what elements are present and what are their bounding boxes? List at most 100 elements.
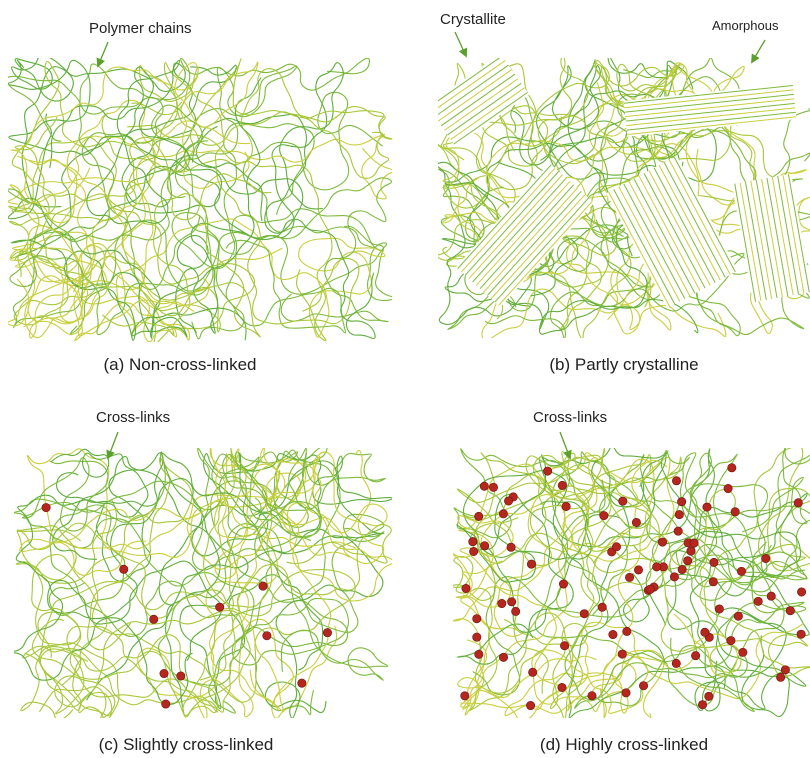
- crystallite: [732, 174, 810, 303]
- cross-link: [728, 464, 736, 472]
- cross-link: [652, 563, 660, 571]
- cross-link: [527, 560, 535, 568]
- polymer-chain: [453, 453, 595, 710]
- cross-link: [504, 497, 512, 505]
- cross-link: [727, 636, 735, 644]
- cross-link: [678, 565, 686, 573]
- cross-link: [639, 682, 647, 690]
- figure: Polymer chains (a) Non-cross-linked Crys…: [0, 0, 810, 758]
- cross-link: [150, 615, 158, 623]
- caption: (d) Highly cross-linked: [540, 735, 708, 754]
- cross-link: [674, 527, 682, 535]
- caption: (b) Partly crystalline: [549, 355, 698, 374]
- polymer-chain: [79, 58, 297, 289]
- cross-link: [120, 565, 128, 573]
- annotation: Polymer chains: [89, 20, 192, 37]
- annotation: Cross-links: [96, 409, 170, 426]
- cross-link: [528, 668, 536, 676]
- cross-link: [475, 650, 483, 658]
- cross-link: [473, 614, 481, 622]
- caption: (c) Slightly cross-linked: [99, 735, 274, 754]
- cross-link: [767, 592, 775, 600]
- cross-link: [675, 510, 683, 518]
- cross-link: [562, 502, 570, 510]
- cross-link: [724, 484, 732, 492]
- cross-link: [489, 483, 497, 491]
- cross-link: [776, 673, 784, 681]
- cross-link: [560, 642, 568, 650]
- cross-link: [672, 659, 680, 667]
- cross-link: [499, 510, 507, 518]
- polymer-chain: [64, 78, 260, 340]
- crystallite-bg: [732, 174, 810, 303]
- cross-link: [698, 701, 706, 709]
- caption: (a) Non-cross-linked: [103, 355, 256, 374]
- cross-link: [323, 628, 331, 636]
- cross-link: [298, 679, 306, 687]
- cross-link: [507, 598, 515, 606]
- cross-link: [731, 508, 739, 516]
- cross-link: [462, 584, 470, 592]
- annotation: Crystallite: [440, 11, 506, 28]
- cross-link: [754, 597, 762, 605]
- cross-link: [797, 588, 805, 596]
- cross-link: [622, 689, 630, 697]
- cross-link: [543, 467, 551, 475]
- cross-link: [670, 573, 678, 581]
- annotation: Amorphous: [712, 18, 779, 33]
- cross-link: [177, 672, 185, 680]
- cross-link: [499, 653, 507, 661]
- cross-link: [609, 630, 617, 638]
- cross-link: [672, 477, 680, 485]
- cross-link: [709, 578, 717, 586]
- cross-link: [507, 543, 515, 551]
- cross-link: [646, 585, 654, 593]
- cross-link: [703, 503, 711, 511]
- chains-layer: [6, 54, 810, 721]
- cross-link: [580, 610, 588, 618]
- cross-link: [786, 607, 794, 615]
- polymer-chain: [25, 134, 393, 337]
- cross-link: [658, 538, 666, 546]
- cross-link: [511, 607, 519, 615]
- cross-link: [710, 558, 718, 566]
- cross-link: [480, 482, 488, 490]
- cross-link: [632, 518, 640, 526]
- cross-link: [797, 630, 805, 638]
- cross-link: [42, 503, 50, 511]
- cross-link: [634, 566, 642, 574]
- arrow: [752, 40, 765, 62]
- annotation: Cross-links: [533, 409, 607, 426]
- cross-link: [461, 692, 469, 700]
- cross-link: [794, 499, 802, 507]
- crystallite: [427, 54, 529, 147]
- cross-link: [618, 650, 626, 658]
- cross-link: [475, 512, 483, 520]
- cross-link: [162, 700, 170, 708]
- cross-link: [677, 497, 685, 505]
- polymer-chain: [10, 61, 332, 340]
- panel-chains: [6, 55, 394, 345]
- cross-link: [737, 567, 745, 575]
- polymer-chain: [164, 62, 388, 323]
- cross-link: [687, 547, 695, 555]
- cross-link: [558, 683, 566, 691]
- cross-link: [619, 497, 627, 505]
- arrow: [98, 42, 108, 66]
- crystallites: [427, 54, 810, 308]
- cross-link: [625, 573, 633, 581]
- cross-link: [588, 692, 596, 700]
- panel-chains: [12, 445, 394, 720]
- cross-link: [623, 627, 631, 635]
- cross-link: [739, 648, 747, 656]
- cross-link: [781, 666, 789, 674]
- cross-link: [600, 511, 608, 519]
- cross-link: [683, 557, 691, 565]
- cross-link: [498, 599, 506, 607]
- panel-chains: [452, 446, 810, 721]
- cross-link: [734, 612, 742, 620]
- cross-link: [690, 539, 698, 547]
- cross-link: [612, 543, 620, 551]
- cross-link: [559, 580, 567, 588]
- cross-link: [558, 481, 566, 489]
